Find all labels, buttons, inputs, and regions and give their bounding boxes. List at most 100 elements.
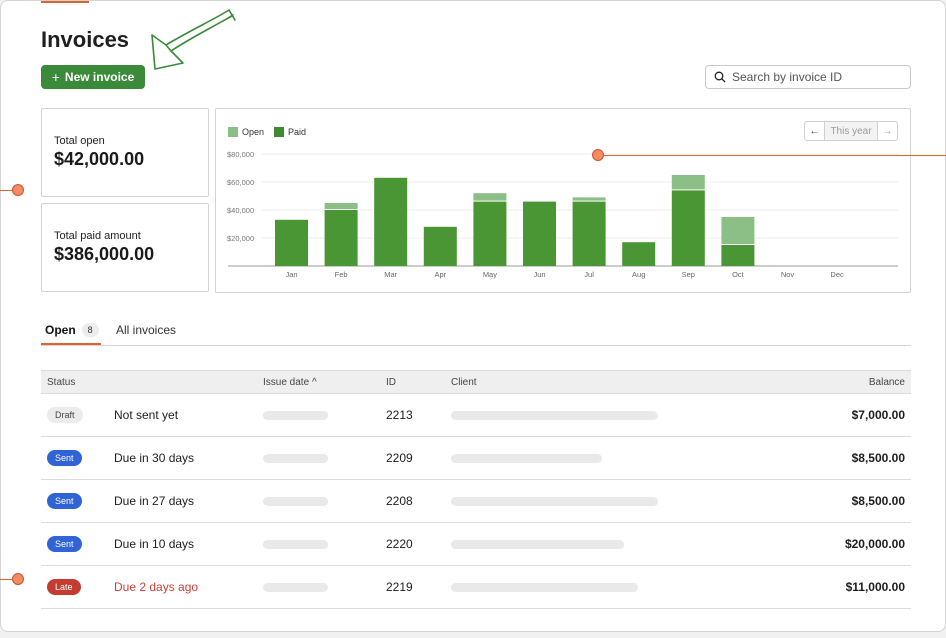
next-period-button[interactable]: →	[877, 122, 897, 140]
bar-paid	[671, 190, 705, 266]
due-text: Due 2 days ago	[114, 580, 199, 594]
status-badge: Sent	[47, 450, 82, 466]
table-header: Status Issue date ^ ID Client Balance	[41, 370, 911, 394]
new-invoice-label: New invoice	[64, 70, 135, 84]
annotation-line	[0, 190, 12, 191]
chart-legend: Open Paid	[228, 127, 306, 137]
total-open-value: $42,000.00	[54, 149, 145, 169]
total-open-card: Total open $42,000.00	[41, 108, 209, 197]
period-label[interactable]: This year	[825, 122, 877, 140]
bar-open	[572, 197, 606, 201]
period-nav: ← This year →	[804, 121, 898, 141]
total-paid-value: $386,000.00	[54, 244, 155, 264]
new-invoice-button[interactable]: + New invoice	[41, 65, 145, 89]
legend-open: Open	[228, 127, 264, 137]
top-accent-bar	[41, 1, 89, 3]
legend-open-swatch	[228, 127, 238, 137]
due-text: Due in 27 days	[114, 494, 195, 508]
invoice-id: 2213	[386, 408, 413, 422]
bar-paid	[473, 201, 507, 266]
invoice-id: 2220	[386, 537, 413, 551]
legend-paid-swatch	[274, 127, 285, 137]
x-tick-label: May	[483, 270, 497, 279]
x-tick-label: Oct	[732, 270, 745, 279]
table-row[interactable]: Sent Due in 30 days 2209 $8,500.00	[41, 437, 911, 480]
col-issue-date-label: Issue date	[263, 377, 310, 388]
bar-paid	[324, 210, 358, 266]
col-id[interactable]: ID	[386, 377, 396, 388]
balance-value: $20,000.00	[844, 537, 905, 551]
x-tick-label: Jan	[285, 270, 297, 279]
col-balance[interactable]: Balance	[868, 377, 905, 388]
tab-open-count: 8	[81, 323, 99, 337]
col-issue-date[interactable]: Issue date ^	[263, 377, 317, 388]
annotation-marker	[12, 184, 24, 196]
balance-value: $11,000.00	[845, 580, 905, 594]
invoice-chart: $20,000 $40,000 $60,000 $80,000 Jan Feb Mar Apr…	[215, 108, 911, 293]
legend-paid: Paid	[274, 127, 306, 137]
tab-open[interactable]: Open 8	[45, 323, 99, 337]
table-row[interactable]: Draft Not sent yet 2213 $7,000.00	[41, 394, 911, 437]
table-row[interactable]: Sent Due in 10 days 2220 $20,000.00	[41, 523, 911, 566]
balance-value: $8,500.00	[851, 451, 905, 465]
arrow-right-icon: →	[882, 125, 893, 137]
x-tick-label: Feb	[335, 270, 348, 279]
invoice-tabs: Open 8 All invoices	[41, 319, 911, 346]
bar-paid	[523, 201, 556, 266]
bar-paid	[423, 226, 457, 266]
issue-date-placeholder	[263, 540, 328, 549]
invoice-id: 2208	[386, 494, 413, 508]
bar-paid	[721, 245, 755, 266]
invoice-id: 2219	[386, 580, 413, 594]
legend-open-label: Open	[242, 127, 265, 137]
table-row[interactable]: Late Due 2 days ago 2219 $11,000.00	[41, 566, 911, 609]
status-badge: Late	[47, 579, 81, 595]
bar-open	[324, 203, 358, 209]
y-tick-label: $60,000	[227, 178, 254, 187]
total-open-label: Total open	[54, 135, 105, 147]
tab-all-invoices[interactable]: All invoices	[116, 323, 177, 337]
invoice-table: Status Issue date ^ ID Client Balance Dr…	[41, 370, 911, 609]
col-status[interactable]: Status	[47, 377, 76, 388]
client-placeholder	[451, 583, 638, 592]
y-tick-label: $20,000	[227, 234, 254, 243]
bar-paid	[374, 177, 408, 266]
tab-open-label: Open	[45, 323, 76, 337]
balance-value: $7,000.00	[851, 408, 905, 422]
due-text: Not sent yet	[114, 408, 179, 422]
col-client[interactable]: Client	[451, 377, 477, 388]
sort-asc-icon: ^	[311, 377, 317, 388]
x-tick-label: Sep	[682, 270, 695, 279]
due-text: Due in 30 days	[114, 451, 195, 465]
client-placeholder	[451, 454, 602, 463]
client-placeholder	[451, 411, 658, 420]
bar-open	[721, 217, 755, 244]
annotation-line	[0, 579, 12, 580]
bar-paid	[275, 219, 308, 266]
balance-value: $8,500.00	[851, 494, 905, 508]
table-row[interactable]: Sent Due in 27 days 2208 $8,500.00	[41, 480, 911, 523]
x-tick-label: Dec	[830, 270, 844, 279]
issue-date-placeholder	[263, 583, 328, 592]
y-tick-label: $40,000	[227, 206, 254, 215]
plus-icon: +	[51, 69, 60, 85]
bar-paid	[622, 242, 656, 266]
issue-date-placeholder	[263, 497, 328, 506]
status-badge: Sent	[47, 493, 82, 509]
x-tick-label: Nov	[781, 270, 795, 279]
search-box[interactable]	[705, 65, 911, 89]
search-input[interactable]	[732, 70, 902, 84]
x-tick-label: Aug	[632, 270, 645, 279]
client-placeholder	[451, 540, 624, 549]
arrow-left-icon: ←	[809, 125, 820, 137]
status-badge: Draft	[47, 407, 83, 423]
x-tick-label: Jul	[584, 270, 594, 279]
invoice-id: 2209	[386, 451, 413, 465]
due-text: Due in 10 days	[114, 537, 195, 551]
page-title: Invoices	[41, 27, 130, 52]
prev-period-button[interactable]: ←	[805, 122, 825, 140]
status-badge: Sent	[47, 536, 82, 552]
bar-open	[473, 193, 507, 201]
client-placeholder	[451, 497, 658, 506]
issue-date-placeholder	[263, 411, 328, 420]
